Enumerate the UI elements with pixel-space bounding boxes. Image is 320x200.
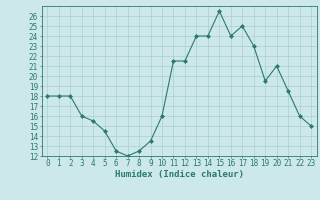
X-axis label: Humidex (Indice chaleur): Humidex (Indice chaleur) [115, 170, 244, 179]
